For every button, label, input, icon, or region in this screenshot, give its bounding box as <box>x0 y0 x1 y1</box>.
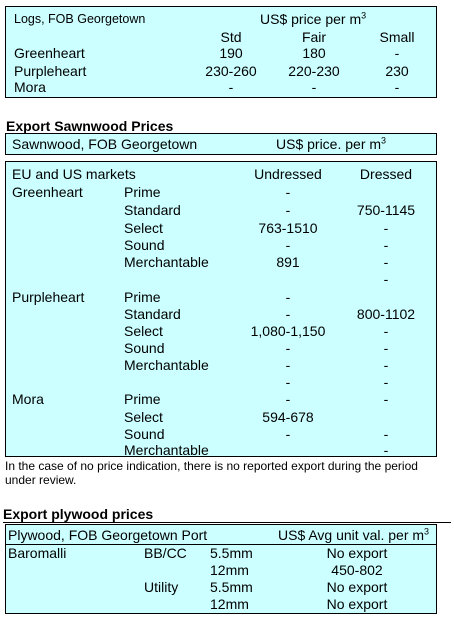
species-name: Purpleheart <box>12 289 85 305</box>
undressed-cell: - <box>285 184 291 200</box>
undressed-cell: - <box>285 374 291 390</box>
logs-col-small: Small <box>379 29 415 45</box>
grade-label: Standard <box>124 202 181 218</box>
logs-cell: 180 <box>302 45 326 61</box>
undressed-cell: - <box>285 357 291 373</box>
logs-cell: 230 <box>385 63 409 79</box>
undressed-cell: 891 <box>276 254 300 270</box>
grade-label: Sound <box>124 426 165 442</box>
grade-label: Prime <box>124 289 161 305</box>
plywood-table: Plywood, FOB Georgetown Port US$ Avg uni… <box>5 524 437 614</box>
no-price-note: In the case of no price indication, ther… <box>5 459 418 487</box>
undressed-cell: 594-678 <box>262 409 314 425</box>
logs-col-fair: Fair <box>301 29 327 45</box>
grade-label: Standard <box>124 306 181 322</box>
plywood-product: Baromalli <box>8 545 67 561</box>
grade-label: Select <box>124 409 163 425</box>
species-name: Mora <box>12 391 44 407</box>
sawnwood-col-undressed: Undressed <box>254 166 322 182</box>
sawnwood-caption: Sawnwood, FOB Georgetown <box>12 136 198 152</box>
grade-label: Prime <box>124 184 161 200</box>
logs-caption: Logs, FOB Georgetown <box>14 12 146 26</box>
grade-label: Merchantable <box>124 357 209 373</box>
logs-cell: - <box>228 79 234 95</box>
plywood-grade: Utility <box>144 579 179 595</box>
plywood-size: 5.5mm <box>210 545 253 561</box>
logs-row-name: Mora <box>14 79 46 95</box>
plywood-caption: Plywood, FOB Georgetown Port <box>8 527 208 543</box>
dressed-cell: - <box>383 374 389 390</box>
dressed-cell: - <box>383 254 389 270</box>
undressed-cell: 763-1510 <box>258 220 318 236</box>
plywood-price-header: US$ Avg unit val. per m3 <box>278 526 430 543</box>
dressed-cell: - <box>383 442 389 458</box>
grade-label: Sound <box>124 340 165 356</box>
plywood-value: No export <box>326 545 388 561</box>
undressed-cell: - <box>285 202 291 218</box>
dressed-cell: - <box>383 237 389 253</box>
species-name: Greenheart <box>12 184 83 200</box>
dressed-cell: - <box>383 357 389 373</box>
logs-col-std: Std <box>220 29 242 45</box>
logs-table: Logs, FOB Georgetown US$ price per m3 St… <box>5 6 437 98</box>
undressed-cell: - <box>285 306 291 322</box>
logs-cell: 220-230 <box>288 63 340 79</box>
plywood-size: 12mm <box>210 562 249 578</box>
plywood-value: No export <box>326 579 388 595</box>
sawnwood-table: EU and US markets Undressed Dressed Gree… <box>5 161 437 458</box>
plywood-header-divider <box>6 544 436 545</box>
logs-row-name: Greenheart <box>14 45 85 61</box>
sawnwood-price-header: US$ price. per m3 <box>276 135 387 152</box>
dressed-cell: - <box>383 391 389 407</box>
logs-cell: - <box>394 45 400 61</box>
undressed-cell: - <box>285 391 291 407</box>
sawnwood-market-label: EU and US markets <box>12 166 136 182</box>
grade-label: Prime <box>124 391 161 407</box>
logs-price-header: US$ price per m3 <box>260 10 367 27</box>
undressed-cell: - <box>285 426 291 442</box>
plywood-size: 5.5mm <box>210 579 253 595</box>
dressed-cell: - <box>383 426 389 442</box>
sawnwood-col-dressed: Dressed <box>359 166 413 182</box>
sawnwood-title: Export Sawnwood Prices <box>6 118 174 134</box>
dressed-cell: - <box>383 220 389 236</box>
undressed-cell: 1,080-1,150 <box>250 323 326 339</box>
logs-cell: 190 <box>219 45 243 61</box>
dressed-cell: 750-1145 <box>356 202 416 218</box>
logs-cell: - <box>311 79 317 95</box>
plywood-divider <box>3 522 451 523</box>
grade-label: Merchantable <box>124 254 209 270</box>
dressed-cell: - <box>383 340 389 356</box>
sawnwood-caption-row: Sawnwood, FOB Georgetown US$ price. per … <box>5 133 437 155</box>
dressed-cell: - <box>383 271 389 287</box>
undressed-cell: - <box>285 237 291 253</box>
plywood-value: No export <box>326 596 388 612</box>
undressed-cell: - <box>285 340 291 356</box>
logs-cell: - <box>394 79 400 95</box>
logs-row-name: Purpleheart <box>14 63 87 79</box>
plywood-title: Export plywood prices <box>3 506 154 522</box>
grade-label: Select <box>124 323 163 339</box>
dressed-cell: - <box>383 323 389 339</box>
grade-label: Merchantable <box>124 442 209 458</box>
grade-label: Select <box>124 220 163 236</box>
logs-cell: 230-260 <box>205 63 257 79</box>
undressed-cell: - <box>285 289 291 305</box>
plywood-value: 450-802 <box>331 562 383 578</box>
grade-label: Sound <box>124 237 165 253</box>
plywood-grade: BB/CC <box>144 545 187 561</box>
plywood-size: 12mm <box>210 596 249 612</box>
dressed-cell: 800-1102 <box>356 306 416 322</box>
